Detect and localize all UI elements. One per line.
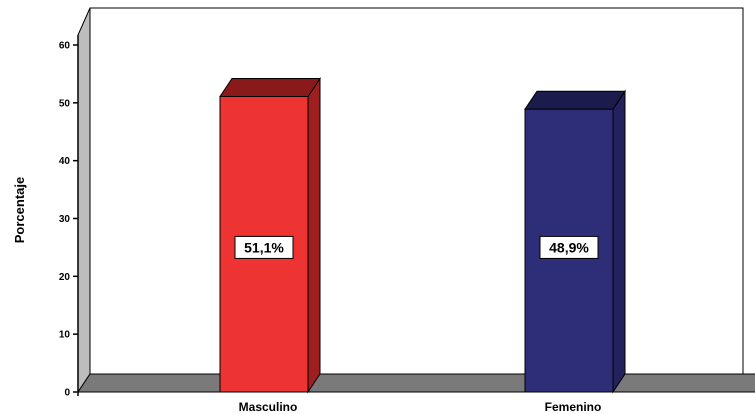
y-tick-label: 60 [59,41,71,52]
bar-top [524,90,626,110]
floor [77,373,755,393]
y-tick-label: 40 [59,156,71,167]
y-axis-label: Porcentaje [12,177,27,243]
y-tick-label: 0 [64,388,70,399]
left-wall [77,7,91,394]
y-tick-label: 50 [59,98,71,109]
y-axis: 0 10 20 30 40 50 60 [59,35,79,399]
data-label-box [234,235,294,259]
bar-side [612,89,626,394]
bar-masculino: 51,1% Masculino [219,76,321,414]
x-category-label: Masculino [239,400,298,414]
y-tick-label: 30 [59,214,71,225]
bar-top [219,77,321,97]
chart-frame [77,7,755,394]
back-wall [89,7,744,375]
data-label: 51,1% [244,239,284,255]
data-label: 48,9% [549,239,589,255]
y-tick-label: 20 [59,272,71,283]
data-label-box [539,235,599,259]
bars: 51,1% Masculino 48,9% Femenino [219,76,626,414]
x-category-label: Femenino [545,400,602,414]
bar-femenino: 48,9% Femenino [524,89,626,414]
y-tick-label: 10 [59,330,71,341]
bar-side [307,76,321,394]
